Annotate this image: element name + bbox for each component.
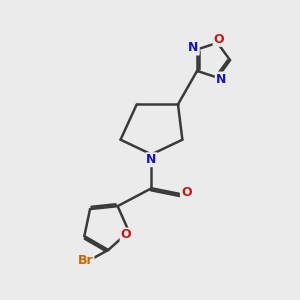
Text: Br: Br [78,254,93,267]
Text: N: N [146,153,157,166]
Text: O: O [181,186,191,199]
Text: N: N [216,73,226,85]
Text: O: O [214,33,224,46]
Text: N: N [188,41,199,55]
Text: O: O [121,229,131,242]
